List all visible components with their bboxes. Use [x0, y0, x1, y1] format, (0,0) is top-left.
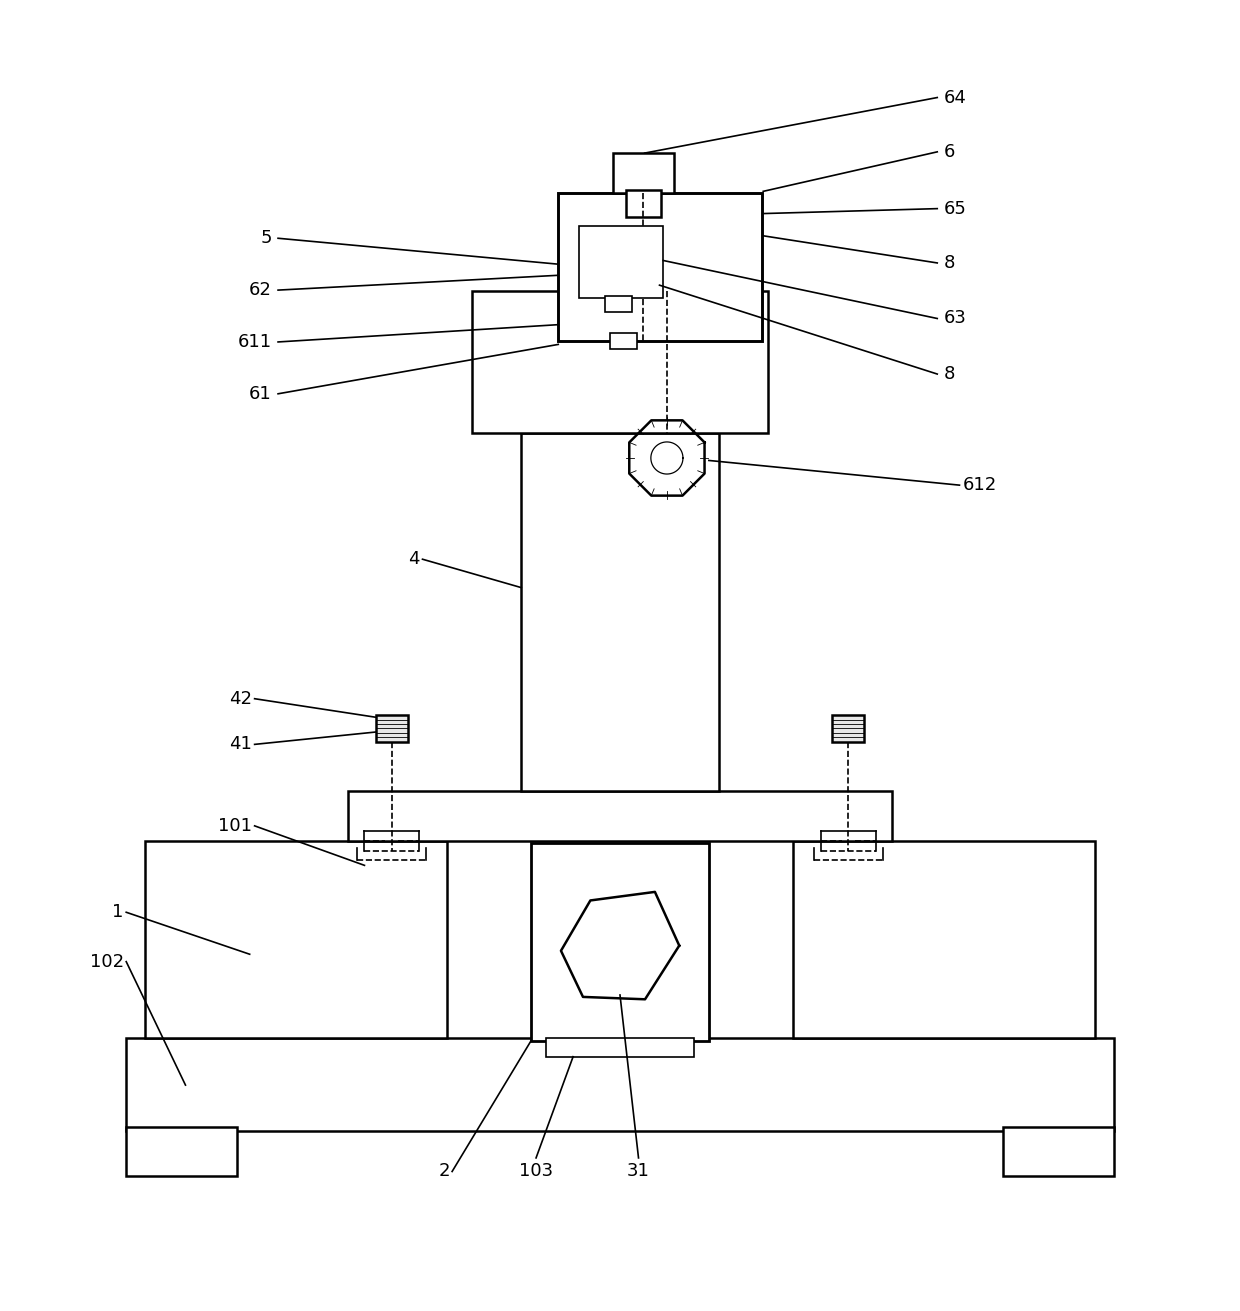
Text: 41: 41 — [229, 735, 252, 754]
Bar — [126, 1127, 237, 1176]
Text: 31: 31 — [627, 1163, 650, 1180]
Bar — [792, 840, 1095, 1038]
Text: 64: 64 — [944, 89, 966, 106]
Bar — [605, 296, 632, 312]
Bar — [626, 190, 661, 218]
Text: 4: 4 — [408, 551, 420, 568]
Text: 42: 42 — [229, 690, 252, 708]
Text: 6: 6 — [944, 143, 955, 161]
Text: 611: 611 — [238, 333, 272, 351]
Text: 5: 5 — [260, 229, 272, 248]
Text: 65: 65 — [944, 199, 966, 218]
Bar — [558, 193, 761, 341]
Bar — [546, 1038, 694, 1057]
Bar — [610, 333, 637, 349]
Text: 8: 8 — [944, 364, 955, 383]
Bar — [531, 843, 709, 1041]
Text: 1: 1 — [113, 903, 124, 922]
Text: 102: 102 — [89, 953, 124, 970]
Text: 612: 612 — [963, 476, 997, 494]
Text: 61: 61 — [249, 385, 272, 402]
Bar — [832, 714, 864, 742]
Text: 62: 62 — [249, 281, 272, 299]
Bar — [472, 291, 768, 434]
Bar — [613, 153, 675, 193]
Text: 63: 63 — [944, 309, 966, 328]
Bar — [579, 225, 663, 298]
Bar — [376, 714, 408, 742]
Bar — [1003, 1127, 1114, 1176]
Text: 2: 2 — [438, 1163, 450, 1180]
Bar — [521, 434, 719, 792]
Text: 101: 101 — [218, 817, 252, 835]
Bar — [145, 840, 448, 1038]
Bar — [348, 792, 892, 840]
Text: 8: 8 — [944, 254, 955, 271]
Bar — [126, 1038, 1114, 1131]
Text: 103: 103 — [520, 1163, 553, 1180]
